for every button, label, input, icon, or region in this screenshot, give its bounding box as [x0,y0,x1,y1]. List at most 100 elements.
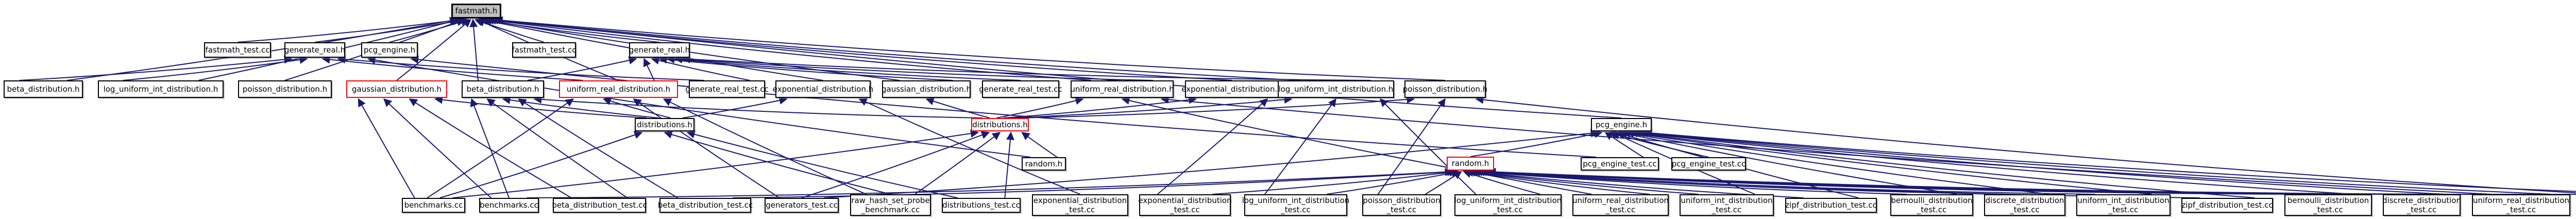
node-distributions-h-2[interactable]: distributions.h [971,118,1029,131]
include-edge [1625,129,2152,195]
include-edge [533,95,983,119]
include-edge [914,132,1001,195]
node-gaussian-distribution-h-2[interactable]: gaussian_distribution.h [882,80,971,98]
include-edge [658,55,953,81]
node-log-uniform-int-distribution-test-cc-1[interactable]: log_uniform_int_distribution _test.cc [1242,194,1349,216]
node-generate-real-test-cc-2[interactable]: generate_real_test.cc [979,80,1062,98]
include-edge [686,130,958,198]
include-edge [434,95,647,119]
include-edge [452,129,979,198]
include-edge [486,98,628,198]
include-edge [410,55,1597,158]
include-edge [663,98,867,195]
include-edge [1010,95,1293,119]
include-edge [1379,98,1477,195]
node-exponential-distribution-test-cc-2[interactable]: exponential_distribution _test.cc [1138,194,1232,216]
node-generate-real-test-cc-1[interactable]: generate_real_test.cc [685,80,769,98]
node-exponential-distribution-test-cc-1[interactable]: exponential_distribution _test.cc [1032,194,1128,216]
include-edge [1021,132,1058,158]
include-edge [1017,95,1415,119]
node-bernoulli-distribution-test-cc-2[interactable]: bernoulli_distribution _test.cc [2284,194,2372,216]
include-edge [1212,168,1458,195]
include-edge [527,56,637,81]
include-edge [1264,98,1336,195]
node-raw-hash-set-probe-benchmark-cc[interactable]: raw_hash_set_probe _benchmark.cc [850,194,931,216]
node-generate-real-h-1[interactable]: generate_real.h [284,42,345,58]
include-edge [469,19,479,81]
node-discrete-distribution-test-cc-1[interactable]: discrete_distribution _test.cc [1984,194,2065,216]
include-edge [1475,95,2576,194]
node-fastmath-h[interactable]: fastmath.h [451,4,501,19]
include-edge [643,58,655,81]
node-distributions-h-1[interactable]: distributions.h [635,118,694,131]
node-uniform-int-distribution-test-cc-2[interactable]: uniform_int_distribution _test.cc [2076,194,2171,216]
node-exponential-distribution-h-2[interactable]: exponential_distribution.h [1181,80,1282,98]
include-edge [1471,168,1907,195]
node-distributions-test-cc[interactable]: distributions_test.cc [942,198,1021,213]
node-generators-test-cc[interactable]: generators_test.cc [765,198,839,213]
node-beta-distribution-test-cc-1[interactable]: beta_distribution_test.cc [552,198,647,213]
include-edge [666,55,1021,81]
node-poisson-distribution-test-cc-1[interactable]: poisson_distribution _test.cc [1362,194,1441,216]
include-edge [490,16,1301,81]
include-edge [1003,95,1197,119]
include-edge [824,129,1599,198]
node-poisson-distribution-h-1[interactable]: poisson_distribution.h [238,80,332,98]
include-edge [682,96,788,119]
include-edge [470,98,510,198]
include-edge [358,98,415,198]
node-random-h-2[interactable]: random.h [1447,157,1494,171]
node-pcg-engine-test-cc-1[interactable]: pcg_engine_test.cc [1581,157,1659,171]
node-exponential-distribution-h-1[interactable]: exponential_distribution.h [773,80,873,98]
include-edge [1470,130,1603,157]
include-edge [996,96,1084,119]
include-edge [123,56,308,81]
node-uniform-real-distribution-test-cc-2[interactable]: uniform_real_distribution _test.cc [2472,194,2570,216]
node-zipf-distribution-test-cc-1[interactable]: zipf_distribution_test.cc [1785,198,1877,213]
include-edge [1121,96,1592,195]
node-beta-distribution-h-2[interactable]: beta_distribution.h [462,80,544,98]
include-edge [801,131,990,198]
node-gaussian-distribution-h-1[interactable]: gaussian_distribution.h [346,80,447,98]
node-bernoulli-distribution-test-cc-1[interactable]: bernoulli_distribution _test.cc [1890,194,1973,216]
node-discrete-distribution-test-cc-2[interactable]: discrete_distribution _test.cc [2382,194,2461,216]
node-log-uniform-int-distribution-h-2[interactable]: log_uniform_int_distribution.h [1278,80,1394,98]
node-beta-distribution-test-cc-2[interactable]: beta_distribution_test.cc [658,198,753,213]
node-benchmarks-cc-2[interactable]: benchmarks.cc [479,198,539,213]
node-zipf-distribution-test-cc-2[interactable]: zipf_distribution_test.cc [2181,198,2273,213]
node-random-h-1[interactable]: random.h [1022,157,1066,171]
include-edge [1326,169,1460,195]
node-log-uniform-int-distribution-test-cc-2[interactable]: log_uniform_int_distribution _test.cc [1454,194,1562,216]
include-edge [733,167,1456,198]
include-edge [383,98,492,198]
node-pcg-engine-test-cc-2[interactable]: pcg_engine_test.cc [1671,157,1746,171]
include-edge [651,56,750,81]
node-fastmath-test-cc-1[interactable]: fastmath_test.cc [204,42,271,58]
include-edge [492,16,1446,81]
include-edge [483,16,900,81]
include-edge [674,55,1154,81]
node-uniform-real-distribution-h-1[interactable]: uniform_real_distribution.h [559,80,678,98]
node-uniform-real-distribution-test-cc-1[interactable]: uniform_real_distribution _test.cc [1572,194,1669,216]
node-log-uniform-int-distribution-h-1[interactable]: log_uniform_int_distribution.h [98,80,224,98]
node-benchmarks-cc-1[interactable]: benchmarks.cc [402,198,465,213]
include-edge [518,98,679,198]
node-fastmath-test-cc-2[interactable]: fastmath_test.cc [512,42,576,58]
include-edge [858,98,1080,195]
include-edge [1157,98,1268,195]
include-edge [439,131,643,198]
node-uniform-real-distribution-h-2[interactable]: uniform_real_distribution.h [1070,80,1174,98]
node-uniform-int-distribution-test-cc-1[interactable]: uniform_int_distribution _test.cc [1680,194,1774,216]
node-generate-real-h-2[interactable]: generate_real.h [629,42,690,58]
include-edge [494,16,1622,119]
include-edge [427,98,574,198]
node-beta-distribution-h-1[interactable]: beta_distribution.h [4,80,83,98]
include-edge [1004,131,1014,198]
include-edge [527,167,1453,198]
node-pcg-engine-h-2[interactable]: pcg_engine.h [1591,118,1652,131]
node-poisson-distribution-h-2[interactable]: poisson_distribution.h [1403,80,1487,98]
include-edge [602,97,671,119]
node-pcg-engine-h-1[interactable]: pcg_engine.h [361,42,418,58]
